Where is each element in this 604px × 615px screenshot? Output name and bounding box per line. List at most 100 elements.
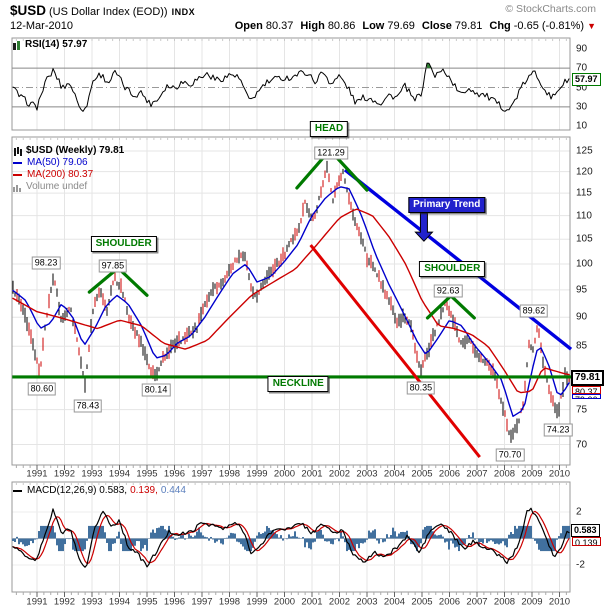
year-label: 1997 (191, 596, 213, 608)
year-label: 1998 (218, 596, 241, 608)
year-label: 2010 (548, 596, 571, 608)
quote-row: Open 80.37 High 80.86 Low 79.69 Close 79.81 Chg -… (10, 20, 596, 32)
high-label: High (300, 20, 325, 32)
price-series-icon (14, 146, 22, 156)
price-legend-label: $USD (Weekly) 79.81 (26, 145, 125, 156)
open-value: 80.37 (265, 20, 294, 32)
rsi-indicator-icon (13, 40, 20, 50)
year-label: 1999 (246, 596, 268, 608)
year-label: 1995 (136, 468, 158, 480)
price-axis-tick-label: 120 (576, 166, 593, 178)
price-value-label: 98.23 (31, 256, 61, 270)
rsi-overbought-fill (427, 63, 431, 69)
year-label: 2004 (383, 468, 406, 480)
trend-line-secondary-downtrend (309, 244, 481, 458)
year-label: 2001 (301, 596, 323, 608)
year-label: 2007 (466, 468, 488, 480)
price-value-label: 74.23 (543, 423, 573, 437)
year-label: 2008 (493, 468, 516, 480)
rsi-legend-label: RSI(14) 57.97 (25, 39, 88, 50)
price-value-label: 92.63 (433, 284, 463, 298)
year-label: 1992 (53, 468, 76, 480)
macd-axis-tick-label: -2 (576, 559, 585, 571)
annotation-primary-trend-label: Primary Trend (408, 197, 486, 214)
macd-line (12, 507, 570, 568)
year-label: 2003 (356, 468, 378, 480)
macd-hist-value: 0.444 (160, 485, 186, 496)
year-label: 2006 (438, 596, 461, 608)
chart-header: © StockCharts.com $USD (US Dollar Index (… (10, 3, 596, 18)
price-axis-tick-label: 75 (576, 404, 588, 416)
price-axis-tick-label: 90 (576, 311, 588, 323)
year-label: 2001 (301, 468, 323, 480)
chart-date: 12-Mar-2010 (10, 20, 73, 32)
year-label: 2002 (328, 596, 351, 608)
year-label: 2000 (273, 468, 296, 480)
year-label: 1994 (108, 596, 131, 608)
year-label: 1991 (26, 596, 48, 608)
exchange: INDX (171, 7, 196, 17)
year-label: 1991 (26, 468, 48, 480)
year-label: 1993 (81, 596, 103, 608)
ma200-value-box: 80.37 (572, 386, 601, 394)
annotation-neckline-label: NECKLINE (267, 375, 329, 392)
annotation-shoulder-label: SHOULDER (419, 261, 486, 278)
ma50-line (12, 186, 570, 417)
symbol-name: (US Dollar Index (EOD)) (49, 6, 168, 18)
quote-strip: Open 80.37 High 80.86 Low 79.69 Close 79.81 Chg -… (228, 20, 596, 32)
rsi-axis-tick-label: 70 (576, 62, 588, 74)
year-label: 1996 (163, 596, 186, 608)
year-label: 1997 (191, 468, 213, 480)
rsi-panel-border (11, 37, 571, 131)
year-label: 1999 (246, 468, 268, 480)
price-value-label: 121.29 (314, 146, 348, 160)
rsi-legend: RSI(14) 57.97 (13, 39, 87, 51)
year-label: 2010 (548, 468, 571, 480)
macd-legend-label: MACD(12,26,9) 0.583, (27, 485, 128, 496)
price-value-label: 97.85 (98, 259, 128, 273)
price-axis-tick-label: 105 (576, 233, 593, 245)
price-axis-tick-label: 85 (576, 340, 588, 352)
chg-value: -0.65 (-0.81%) (513, 20, 585, 32)
volume-icon (13, 184, 21, 192)
macd-signal-value: 0.139, (130, 485, 158, 496)
price-axis-tick-label: 115 (576, 187, 592, 199)
ma50-legend-label: MA(50) 79.06 (27, 157, 88, 168)
open-label: Open (234, 20, 263, 32)
low-value: 79.69 (387, 20, 415, 32)
year-label: 1994 (108, 468, 131, 480)
year-label: 2003 (356, 596, 378, 608)
year-label: 2009 (521, 468, 543, 480)
symbol: $USD (10, 3, 47, 18)
price-value-label: 80.60 (27, 382, 57, 396)
year-label: 1998 (218, 468, 241, 480)
year-label: 1993 (81, 468, 103, 480)
primary-trend-arrow-icon (414, 212, 434, 242)
ma200-line-icon (13, 174, 22, 176)
volume-legend-label: Volume undef (26, 181, 88, 192)
ma200-legend-label: MA(200) 80.37 (27, 169, 94, 180)
price-bars (12, 160, 570, 443)
price-axis-tick-label: 70 (576, 439, 588, 451)
year-label: 2002 (328, 468, 351, 480)
copyright: © StockCharts.com (505, 3, 596, 15)
ma50-value-box: 79.06 (572, 394, 601, 399)
macd-signal-value-box: 0.139 (572, 537, 601, 546)
price-legend: $USD (Weekly) 79.81 MA(50) 79.06 MA(200)… (13, 145, 124, 193)
low-label: Low (362, 20, 385, 32)
rsi-last-value-box: 57.97 (572, 73, 601, 86)
rsi-axis-tick-label: 30 (576, 101, 588, 113)
year-label: 1995 (136, 596, 158, 608)
trend-line-primary-trend (343, 168, 573, 351)
macd-legend: MACD(12,26,9) 0.583, 0.139, 0.444 (13, 485, 186, 497)
price-value-label: 80.35 (406, 381, 436, 395)
close-value: 79.81 (454, 20, 483, 32)
annotation-head-label: HEAD (309, 120, 349, 137)
ma200-line (12, 208, 570, 394)
macd-axis-tick-label: 2 (576, 506, 582, 518)
macd-line-icon (13, 490, 22, 492)
rsi-axis-tick-label: 50 (576, 82, 588, 93)
close-label: Close (421, 20, 452, 32)
